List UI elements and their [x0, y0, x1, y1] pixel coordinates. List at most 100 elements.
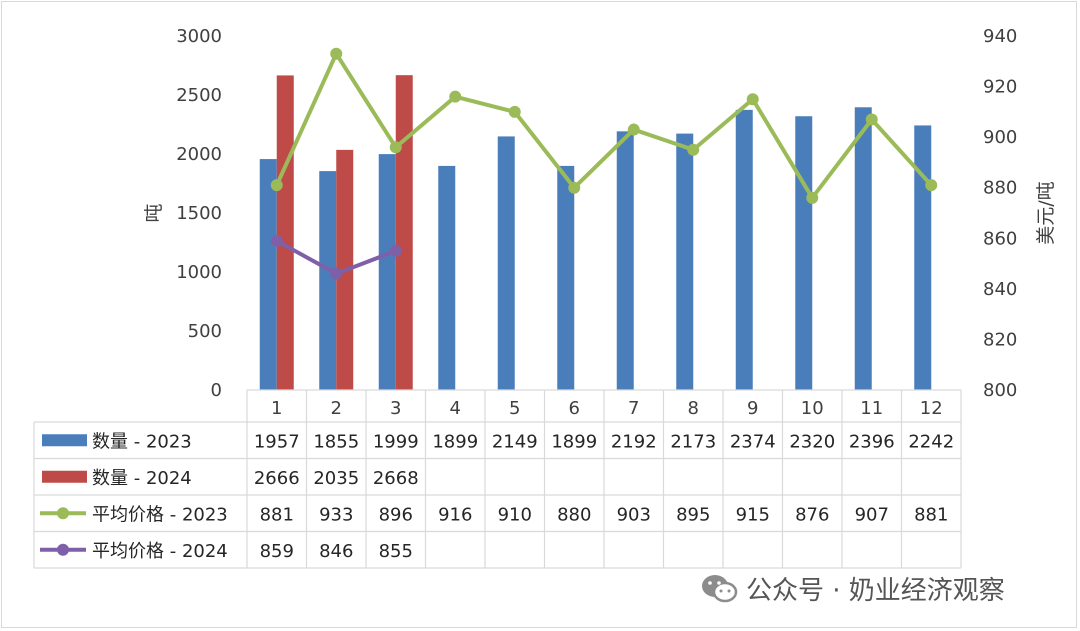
x-tick-label: 10 — [801, 398, 824, 419]
y-left-tick-label: 500 — [188, 321, 222, 342]
point — [449, 90, 462, 103]
data-label: 859 — [260, 541, 294, 562]
y-left-axis-title: 吨 — [143, 203, 165, 222]
bar — [795, 116, 813, 391]
legend-label: 平均价格 - 2023 — [92, 504, 228, 525]
point — [389, 141, 402, 154]
data-label: 2242 — [908, 431, 954, 452]
y-left-tick-label: 1000 — [176, 262, 222, 283]
bar — [259, 159, 277, 390]
data-label: 1999 — [373, 431, 419, 452]
series-line — [274, 51, 933, 200]
y-right-tick-label: 880 — [983, 178, 1017, 199]
x-tick-label: 6 — [569, 398, 580, 419]
y-left-tick-label: 0 — [211, 380, 222, 401]
legend-label: 数量 - 2024 — [92, 468, 192, 489]
point — [389, 244, 402, 257]
y-left-tick-label: 1500 — [176, 203, 222, 224]
bar — [914, 125, 932, 390]
data-label: 933 — [319, 504, 353, 525]
bar — [557, 165, 575, 390]
data-label: 896 — [379, 504, 413, 525]
x-tick-label: 3 — [390, 398, 401, 419]
point — [330, 267, 343, 280]
bar — [676, 133, 694, 390]
data-label: 910 — [498, 504, 532, 525]
data-label: 915 — [736, 504, 770, 525]
y-left-tick-label: 3000 — [176, 26, 222, 47]
data-label: 855 — [379, 541, 413, 562]
data-label: 2668 — [373, 468, 419, 489]
point — [806, 191, 819, 204]
data-label: 881 — [914, 504, 948, 525]
point — [270, 234, 283, 247]
x-tick-label: 8 — [688, 398, 699, 419]
bar — [319, 171, 337, 390]
data-label: 907 — [855, 504, 889, 525]
y-left-tick-label: 2500 — [176, 85, 222, 106]
data-label: 2035 — [313, 468, 359, 489]
legend-swatch — [42, 434, 87, 447]
x-tick-label: 2 — [331, 398, 342, 419]
data-label: 846 — [319, 541, 353, 562]
wechat-icon — [702, 575, 738, 603]
bar — [276, 75, 294, 391]
x-tick-label: 9 — [747, 398, 758, 419]
legend-label: 数量 - 2023 — [92, 431, 192, 452]
data-label: 903 — [617, 504, 651, 525]
bar — [378, 154, 396, 390]
x-tick-label: 4 — [450, 398, 461, 419]
data-label: 1899 — [432, 431, 478, 452]
y-right-tick-label: 820 — [983, 329, 1017, 350]
point — [568, 181, 581, 194]
data-label: 2396 — [849, 431, 895, 452]
data-label: 1899 — [551, 431, 597, 452]
legend-marker — [57, 507, 69, 520]
point — [627, 123, 640, 136]
point — [270, 179, 283, 192]
legend-label: 平均价格 - 2024 — [92, 541, 228, 562]
y-right-tick-label: 860 — [983, 228, 1017, 249]
point — [508, 105, 521, 118]
point — [865, 113, 878, 126]
point — [330, 47, 343, 60]
data-label: 2149 — [492, 431, 538, 452]
data-label: 2320 — [789, 431, 835, 452]
data-label: 881 — [260, 504, 294, 525]
point — [687, 143, 700, 156]
y-right-tick-label: 800 — [983, 380, 1017, 401]
x-tick-label: 11 — [860, 398, 883, 419]
bar — [497, 136, 515, 390]
data-label: 895 — [676, 504, 710, 525]
legend-marker — [57, 543, 69, 556]
point — [746, 93, 759, 106]
bar — [616, 131, 634, 390]
data-label: 1855 — [313, 431, 359, 452]
data-label: 880 — [557, 504, 591, 525]
x-tick-label: 12 — [920, 398, 943, 419]
data-label: 876 — [795, 504, 829, 525]
x-tick-label: 5 — [509, 398, 520, 419]
data-label: 2666 — [254, 468, 300, 489]
y-left-tick-label: 2000 — [176, 144, 222, 165]
x-tick-label: 7 — [628, 398, 639, 419]
bar — [735, 109, 753, 391]
bar — [395, 75, 413, 391]
y-right-tick-label: 940 — [983, 26, 1017, 47]
legend-swatch — [42, 470, 87, 483]
data-label: 2192 — [611, 431, 657, 452]
y-right-tick-label: 840 — [983, 279, 1017, 300]
data-label: 2173 — [670, 431, 716, 452]
bar — [438, 165, 456, 390]
data-label: 1957 — [254, 431, 300, 452]
bar — [854, 107, 872, 390]
point — [925, 179, 938, 192]
data-label: 2374 — [730, 431, 776, 452]
x-tick-label: 1 — [271, 398, 282, 419]
y-right-tick-label: 900 — [983, 127, 1017, 148]
watermark: 公众号 · 奶业经济观察 — [700, 568, 1005, 608]
y-right-tick-label: 920 — [983, 77, 1017, 98]
data-label: 916 — [438, 504, 472, 525]
